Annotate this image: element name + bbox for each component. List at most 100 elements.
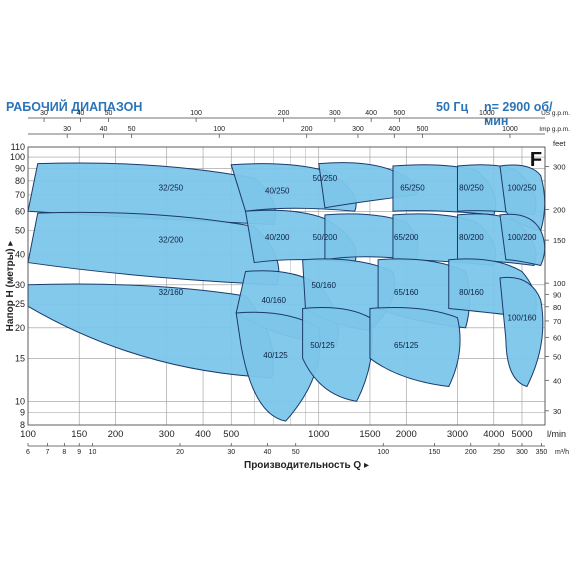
pump-region-label: 100/160 <box>508 314 537 323</box>
x-tick-label-lmin: 1000 <box>308 429 329 440</box>
pump-region-32-160 <box>27 283 274 379</box>
y-tick-label: 20 <box>15 323 25 333</box>
y-tick-label: 60 <box>15 206 25 216</box>
y-tick-label: 100 <box>10 152 25 162</box>
x-tick-label-lmin: 2000 <box>396 429 417 440</box>
feet-tick-label: 300 <box>553 163 566 172</box>
pump-region-label: 32/200 <box>159 235 184 244</box>
impgpm-tick-label: 40 <box>100 126 108 133</box>
pump-regions <box>27 162 546 422</box>
y-tick-label: 50 <box>15 226 25 236</box>
y-tick-label: 10 <box>15 396 25 406</box>
impgpm-unit-label: Imp g.p.m. <box>539 126 570 133</box>
usgpm-tick-label: 400 <box>365 110 377 117</box>
pump-region-label: 40/160 <box>261 296 286 305</box>
y-tick-label: 8 <box>20 420 25 430</box>
m3h-tick-label: 7 <box>46 449 50 456</box>
impgpm-tick-label: 30 <box>63 126 71 133</box>
usgpm-tick-label: 100 <box>190 110 202 117</box>
m3h-tick-label: 8 <box>62 449 66 456</box>
pump-region-label: 50/160 <box>311 281 336 290</box>
pump-region-label: 50/250 <box>313 174 338 183</box>
feet-tick-label: 50 <box>553 353 561 362</box>
pump-region-label: 100/200 <box>508 233 537 242</box>
pump-region-label: 80/250 <box>459 184 484 193</box>
feet-tick-label: 60 <box>553 333 561 342</box>
y-tick-label: 90 <box>15 163 25 173</box>
m3h-tick-label: 300 <box>516 449 528 456</box>
y-tick-label: 110 <box>11 142 25 152</box>
x-tick-label-lmin: 4000 <box>483 429 504 440</box>
pump-region-label: 40/250 <box>265 186 290 195</box>
m3h-tick-label: 150 <box>429 449 441 456</box>
usgpm-tick-label: 500 <box>393 110 405 117</box>
impgpm-tick-label: 100 <box>213 126 225 133</box>
family-letter: F <box>530 149 542 171</box>
m3h-tick-label: 100 <box>377 449 389 456</box>
pump-region-label: 40/200 <box>265 233 290 242</box>
impgpm-tick-label: 400 <box>388 126 400 133</box>
m3h-tick-label: 10 <box>89 449 97 456</box>
usgpm-tick-label: 30 <box>40 110 48 117</box>
x-tick-label-lmin: 100 <box>20 429 36 440</box>
plot-frame <box>27 146 546 426</box>
y-tick-label: 25 <box>15 299 25 309</box>
x-tick-label-lmin: 400 <box>195 429 211 440</box>
feet-tick-label: 200 <box>553 206 566 215</box>
m3h-tick-label: 9 <box>77 449 81 456</box>
pump-region-label: 40/125 <box>263 351 288 360</box>
feet-unit-label: feet <box>553 139 566 148</box>
x-tick-label-lmin: 150 <box>71 429 87 440</box>
impgpm-tick-label: 500 <box>417 126 429 133</box>
usgpm-tick-label: 50 <box>105 110 113 117</box>
frequency-label: 50 Гц <box>436 100 469 114</box>
region-labels: 32/250 32/200 32/160 40/250 40/200 40/160 40/1… <box>159 174 537 360</box>
x-tick-label-lmin: 500 <box>223 429 239 440</box>
m3h-tick-label: 20 <box>176 449 184 456</box>
pump-region-label: 50/200 <box>313 233 338 242</box>
y-tick-label: 30 <box>15 280 25 290</box>
pump-region-label: 65/160 <box>394 288 419 297</box>
pump-region-50-125 <box>302 307 373 402</box>
feet-tick-label: 150 <box>553 236 566 245</box>
y-tick-label: 9 <box>20 408 25 418</box>
pump-region-label: 80/160 <box>459 288 484 297</box>
y-tick-label: 15 <box>15 353 25 363</box>
m3h-tick-label: 50 <box>292 449 300 456</box>
pump-region-label: 50/125 <box>310 341 335 350</box>
pump-region-label: 32/160 <box>159 288 184 297</box>
pump-region-40-125 <box>235 311 321 422</box>
x-tick-label-lmin: 200 <box>108 429 124 440</box>
usgpm-tick-label: 1000 <box>479 110 495 117</box>
x-axis-title: Производительность Q ▸ <box>244 460 369 471</box>
x-tick-label-lmin: 3000 <box>447 429 468 440</box>
feet-tick-label: 30 <box>553 407 561 416</box>
pump-region-100-160 <box>499 276 544 388</box>
feet-tick-label: 40 <box>553 376 561 385</box>
axes: 8910152025304050607080901001103040506070… <box>5 110 570 471</box>
m3h-tick-label: 350 <box>536 449 548 456</box>
y-tick-label: 70 <box>15 190 25 200</box>
speed-label: n= 2900 об/мин <box>484 100 553 128</box>
usgpm-tick-label: 300 <box>329 110 341 117</box>
y-tick-label: 80 <box>15 176 25 186</box>
page-title: РАБОЧИЙ ДИАПАЗОН <box>6 100 143 114</box>
lmin-unit-label: l/min <box>547 429 566 439</box>
m3h-unit-label: m³/h <box>555 449 569 456</box>
x-tick-label-lmin: 1500 <box>359 429 380 440</box>
pump-region-label: 65/250 <box>400 184 425 193</box>
feet-tick-label: 100 <box>553 279 566 288</box>
pump-region-65-125 <box>369 307 461 388</box>
impgpm-tick-label: 200 <box>301 126 313 133</box>
m3h-tick-label: 200 <box>465 449 477 456</box>
pump-region-label: 32/250 <box>159 184 184 193</box>
x-tick-label-lmin: 5000 <box>511 429 532 440</box>
feet-tick-label: 90 <box>553 290 561 299</box>
usgpm-tick-label: 200 <box>278 110 290 117</box>
feet-tick-label: 80 <box>553 303 561 312</box>
pump-region-100-200 <box>499 213 546 267</box>
y-tick-label: 40 <box>15 249 25 259</box>
impgpm-tick-label: 1000 <box>502 126 518 133</box>
